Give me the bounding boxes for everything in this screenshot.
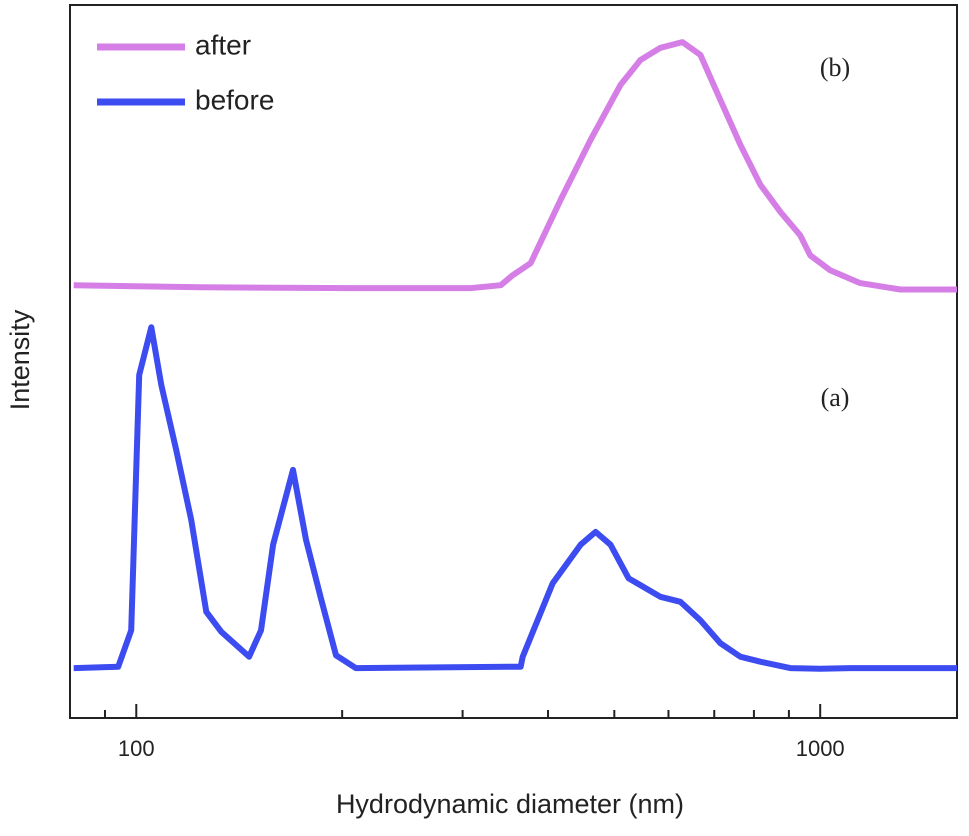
y-axis-label: Intensity [5,309,35,410]
series-line [73,324,957,672]
panel-annotation: (b) [820,53,850,82]
x-tick-label: 100 [118,736,155,761]
plot-frame [69,4,958,719]
series-line [73,39,957,293]
x-tick-label: 1000 [796,736,845,761]
x-axis-label: Hydrodynamic diameter (nm) [336,789,684,819]
legend-label: before [195,84,274,115]
legend-label: after [195,29,251,60]
panel-annotation: (a) [821,383,850,412]
